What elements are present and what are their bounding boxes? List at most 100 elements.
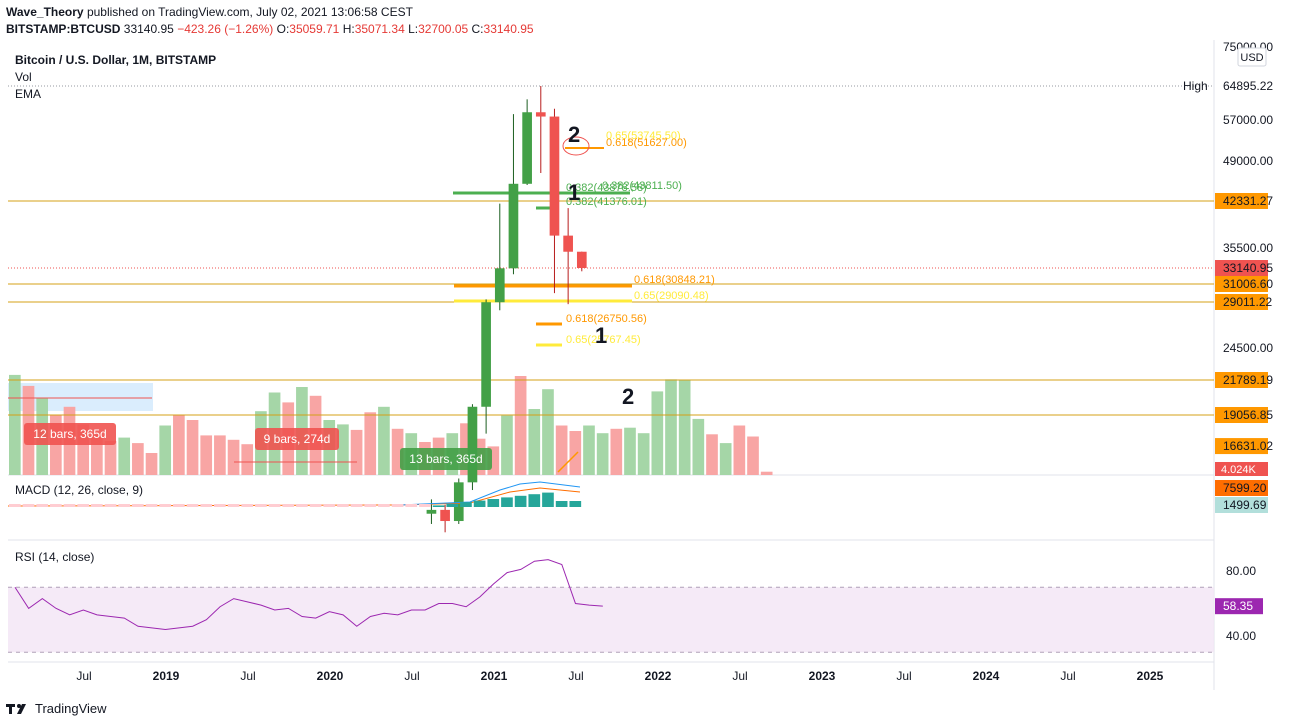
time-tick: Jul: [1060, 669, 1075, 683]
volume-bar: [391, 428, 404, 475]
macd-histogram-bar: [446, 503, 459, 507]
candle-body: [549, 116, 560, 236]
macd-histogram-bar: [419, 504, 431, 507]
range-label-box: [24, 423, 116, 445]
wave-label: 2: [568, 122, 580, 147]
range-label-box: [400, 448, 492, 470]
price-label-box: [1215, 407, 1268, 423]
volume-bar: [596, 433, 609, 475]
volume-bar: [706, 434, 718, 475]
volume-bar: [227, 439, 240, 475]
macd-histogram-bar: [255, 504, 267, 507]
volume-bar: [378, 406, 390, 475]
macd-legend[interactable]: MACD (12, 26, close, 9): [15, 483, 144, 497]
rsi-band: [8, 587, 1214, 653]
rsi-value-box: [1215, 598, 1263, 615]
open-label: O:: [276, 22, 290, 36]
high-label: H:: [342, 22, 355, 36]
volume-bar: [528, 409, 541, 475]
macd-histogram-bar: [555, 501, 568, 507]
rsi-legend[interactable]: RSI (14, close): [15, 550, 95, 564]
footer: TradingView: [6, 701, 107, 716]
price-label: 42331.27: [1223, 194, 1273, 208]
wave-label: 2: [622, 384, 634, 409]
time-tick: Jul: [404, 669, 419, 683]
last-price: 33140.95: [123, 22, 174, 36]
volume-bar: [337, 424, 349, 475]
macd-value: 7599.20: [1223, 481, 1267, 495]
range-label: 12 bars, 365d: [33, 427, 106, 441]
price-tick: 24500.00: [1223, 341, 1273, 355]
price-label: 19056.85: [1223, 408, 1273, 422]
candle-body: [467, 406, 478, 483]
macd-histogram-bar: [296, 504, 308, 507]
macd-histogram-bar: [501, 497, 513, 507]
volume-bar: [760, 471, 773, 475]
open-value: 35059.71: [289, 22, 340, 36]
price-label-box: [1215, 438, 1268, 455]
high-value: 35071.34: [354, 22, 405, 36]
rsi-line: [14, 559, 603, 631]
candle-body: [453, 482, 464, 522]
macd-histogram-bar: [432, 505, 445, 507]
publisher-name[interactable]: Wave_Theory: [6, 5, 84, 19]
low-label: L:: [408, 22, 419, 36]
rsi-tick: 40.00: [1226, 629, 1256, 643]
close-label: C:: [471, 22, 484, 36]
macd-histogram-bar: [173, 504, 185, 507]
macd-histogram-bar: [460, 502, 472, 507]
candle-body: [576, 251, 587, 268]
ema-legend[interactable]: EMA: [15, 87, 42, 101]
fib-label: 0.382(43811.50): [602, 180, 682, 192]
vol-value-box: [1215, 462, 1268, 476]
rsi-tick: 80.00: [1226, 564, 1256, 578]
close-value: 33140.95: [483, 22, 534, 36]
volume-bar: [637, 433, 650, 475]
macd-histogram-bar: [282, 504, 295, 507]
macd-histogram-bar: [22, 504, 35, 507]
volume-bar: [145, 453, 158, 475]
price-tick: 57000.00: [1223, 113, 1273, 127]
currency-badge: [1237, 47, 1267, 67]
fib-label: 0.65(53745.50): [606, 130, 681, 142]
volume-bar: [214, 435, 226, 475]
time-tick: Jul: [732, 669, 747, 683]
vol-value: 4.024K: [1221, 464, 1257, 476]
fib-label: 0.65(29090.48): [634, 290, 709, 302]
volume-bar: [542, 389, 554, 475]
volume-bar: [350, 429, 363, 475]
macd-histogram-bar: [227, 504, 240, 507]
macd-histogram-bar: [378, 504, 390, 507]
footer-brand[interactable]: TradingView: [35, 701, 107, 716]
volume-bar: [747, 436, 759, 475]
time-tick: 2023: [809, 669, 836, 683]
volume-bar: [555, 425, 568, 475]
volume-bar: [487, 446, 500, 475]
macd-histogram-bar: [63, 504, 76, 507]
wave-label: 1: [568, 180, 580, 205]
macd-histogram-bar: [542, 492, 554, 507]
macd-histogram-bar: [77, 504, 90, 507]
price-tick: 49000.00: [1223, 154, 1273, 168]
macd-histogram-bar: [132, 504, 144, 507]
macd-histogram-bar: [104, 504, 117, 507]
volume-bar: [200, 435, 213, 475]
volume-bar: [91, 434, 103, 475]
target-circle: [562, 136, 590, 156]
price-label-box: [1215, 276, 1268, 292]
candle-body: [508, 183, 519, 269]
macd-histogram-bar: [364, 504, 377, 507]
price-label: 29011.22: [1223, 295, 1272, 309]
fib-label: 0.65(25767.45): [566, 334, 641, 346]
volume-bar: [241, 444, 254, 475]
low-value: 32700.05: [418, 22, 469, 36]
wave-label: 1: [595, 323, 607, 348]
time-tick: 2024: [973, 669, 1000, 683]
volume-bar: [514, 376, 527, 475]
macd-histogram-bar: [91, 504, 103, 507]
time-tick: Jul: [76, 669, 91, 683]
volume-bar: [104, 440, 117, 475]
vol-legend[interactable]: Vol: [15, 70, 32, 84]
price-label: 33140.95: [1223, 261, 1273, 275]
